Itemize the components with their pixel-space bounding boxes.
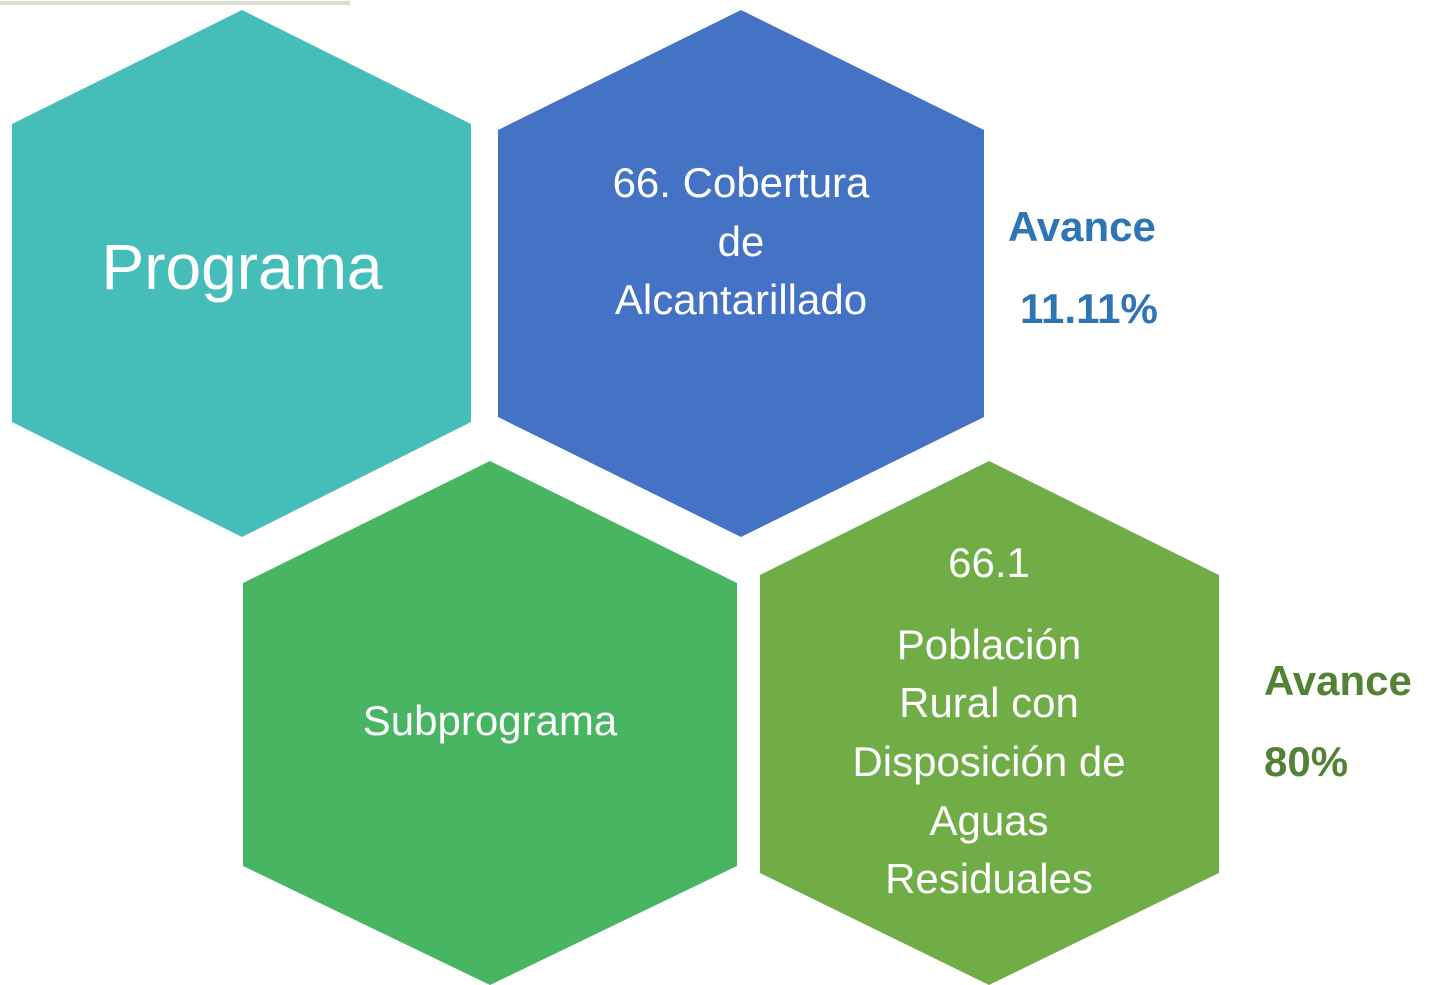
progress-value: 80% <box>1264 738 1348 785</box>
node-line: 66. Cobertura <box>613 159 870 206</box>
node-label: Subprograma <box>363 697 618 744</box>
node-line: Residuales <box>885 855 1093 902</box>
node-line: Población <box>897 621 1081 668</box>
hexagon <box>12 10 471 537</box>
node-line: 66.1 <box>948 539 1030 586</box>
progress-value: 11.11% <box>1020 285 1158 332</box>
node-label: Programa <box>102 231 383 303</box>
node-line: Alcantarillado <box>615 276 867 323</box>
node-line: de <box>718 218 765 265</box>
node-line: Disposición de <box>852 738 1125 785</box>
progress-label: Avance <box>1264 657 1412 704</box>
progress-label: Avance <box>1008 203 1156 250</box>
node-line: Aguas <box>929 797 1048 844</box>
hexagon <box>760 461 1219 985</box>
node-line: Rural con <box>899 679 1079 726</box>
hexagon <box>498 10 984 537</box>
hexagon <box>243 461 737 985</box>
